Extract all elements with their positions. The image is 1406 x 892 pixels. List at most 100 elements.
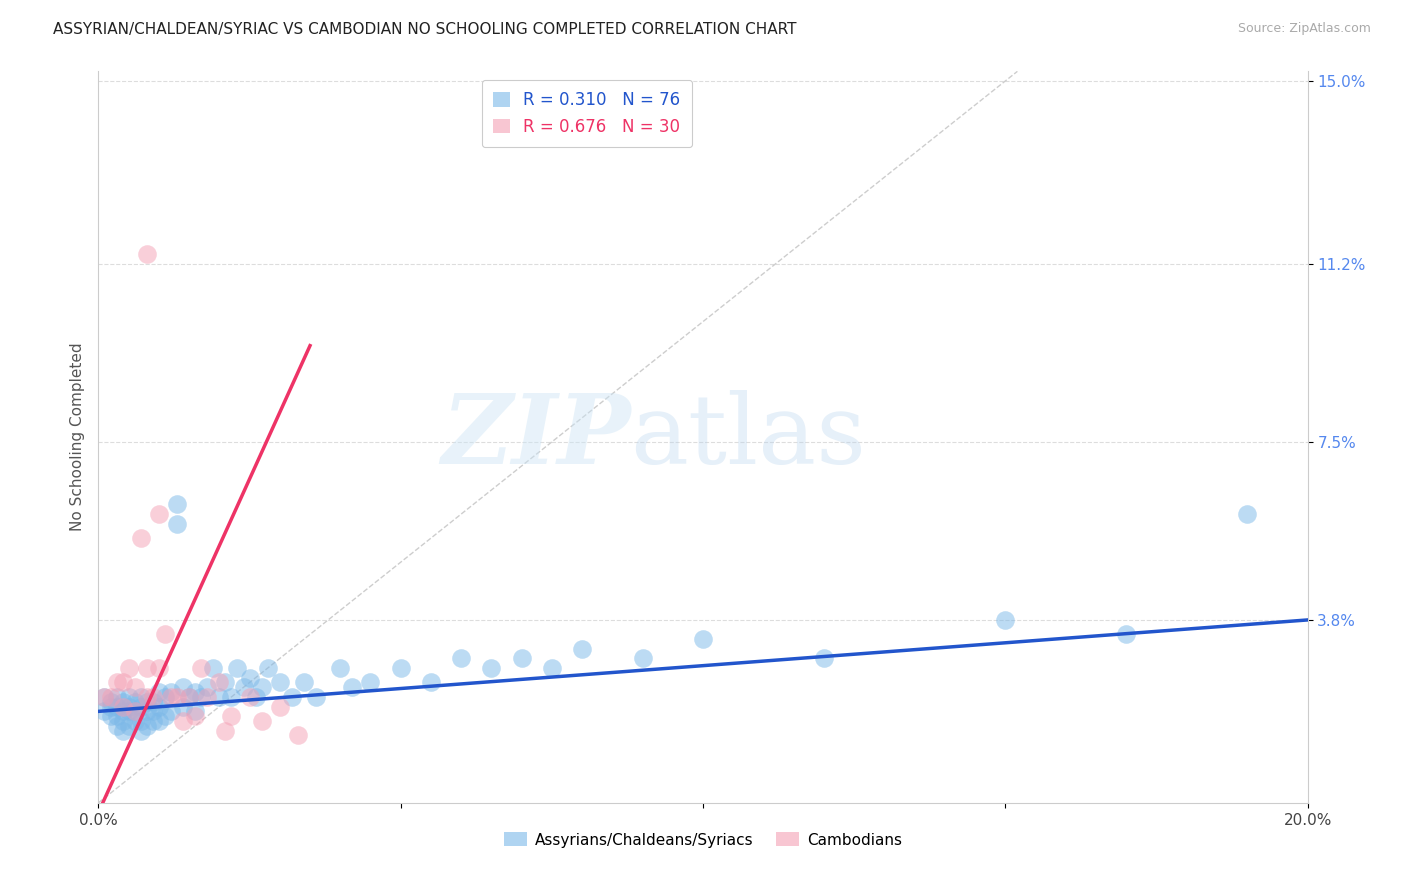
Point — [148, 685, 170, 699]
Point — [184, 709, 207, 723]
Point — [184, 685, 207, 699]
Point — [100, 690, 122, 704]
Text: ASSYRIAN/CHALDEAN/SYRIAC VS CAMBODIAN NO SCHOOLING COMPLETED CORRELATION CHART: ASSYRIAN/CHALDEAN/SYRIAC VS CAMBODIAN NO… — [53, 22, 797, 37]
Point — [142, 714, 165, 728]
Y-axis label: No Schooling Completed: No Schooling Completed — [69, 343, 84, 532]
Point — [214, 675, 236, 690]
Point — [160, 705, 183, 719]
Point — [281, 690, 304, 704]
Point — [160, 690, 183, 704]
Point — [148, 507, 170, 521]
Point — [214, 723, 236, 738]
Point — [540, 661, 562, 675]
Point — [105, 699, 128, 714]
Point — [208, 675, 231, 690]
Point — [148, 714, 170, 728]
Point — [179, 690, 201, 704]
Point — [118, 661, 141, 675]
Point — [111, 695, 134, 709]
Point — [172, 699, 194, 714]
Point — [111, 723, 134, 738]
Point — [481, 661, 503, 675]
Point — [124, 681, 146, 695]
Point — [166, 498, 188, 512]
Legend: Assyrians/Chaldeans/Syriacs, Cambodians: Assyrians/Chaldeans/Syriacs, Cambodians — [498, 826, 908, 854]
Text: ZIP: ZIP — [441, 390, 630, 484]
Point — [135, 690, 157, 704]
Point — [166, 690, 188, 704]
Point — [160, 685, 183, 699]
Point — [256, 661, 278, 675]
Point — [208, 690, 231, 704]
Point — [195, 681, 218, 695]
Point — [571, 641, 593, 656]
Point — [124, 705, 146, 719]
Point — [124, 705, 146, 719]
Point — [148, 661, 170, 675]
Point — [111, 705, 134, 719]
Point — [111, 699, 134, 714]
Point — [269, 675, 291, 690]
Point — [135, 661, 157, 675]
Point — [100, 699, 122, 714]
Point — [1236, 507, 1258, 521]
Point — [129, 690, 152, 704]
Point — [124, 695, 146, 709]
Point — [105, 709, 128, 723]
Point — [190, 690, 212, 704]
Point — [329, 661, 352, 675]
Point — [221, 690, 243, 704]
Point — [93, 690, 115, 704]
Point — [100, 695, 122, 709]
Point — [342, 681, 364, 695]
Point — [239, 690, 262, 704]
Point — [153, 627, 176, 641]
Point — [360, 675, 382, 690]
Point — [172, 681, 194, 695]
Point — [118, 699, 141, 714]
Point — [292, 675, 315, 690]
Point — [135, 247, 157, 261]
Point — [129, 531, 152, 545]
Point — [129, 723, 152, 738]
Point — [124, 714, 146, 728]
Point — [153, 709, 176, 723]
Point — [129, 699, 152, 714]
Point — [226, 661, 249, 675]
Point — [232, 681, 254, 695]
Point — [105, 675, 128, 690]
Point — [153, 690, 176, 704]
Point — [195, 690, 218, 704]
Point — [142, 690, 165, 704]
Point — [172, 714, 194, 728]
Point — [631, 651, 654, 665]
Point — [1115, 627, 1137, 641]
Point — [190, 661, 212, 675]
Point — [129, 714, 152, 728]
Point — [135, 719, 157, 733]
Point — [111, 714, 134, 728]
Point — [269, 699, 291, 714]
Point — [813, 651, 835, 665]
Point — [221, 709, 243, 723]
Point — [250, 681, 273, 695]
Point — [166, 516, 188, 531]
Point — [100, 709, 122, 723]
Point — [510, 651, 533, 665]
Point — [239, 671, 262, 685]
Point — [420, 675, 443, 690]
Point — [93, 705, 115, 719]
Point — [148, 699, 170, 714]
Point — [250, 714, 273, 728]
Point — [389, 661, 412, 675]
Point — [118, 719, 141, 733]
Point — [105, 719, 128, 733]
Point — [287, 728, 309, 742]
Point — [142, 705, 165, 719]
Point — [111, 675, 134, 690]
Point — [994, 613, 1017, 627]
Point — [184, 705, 207, 719]
Point — [135, 705, 157, 719]
Point — [305, 690, 328, 704]
Point — [142, 695, 165, 709]
